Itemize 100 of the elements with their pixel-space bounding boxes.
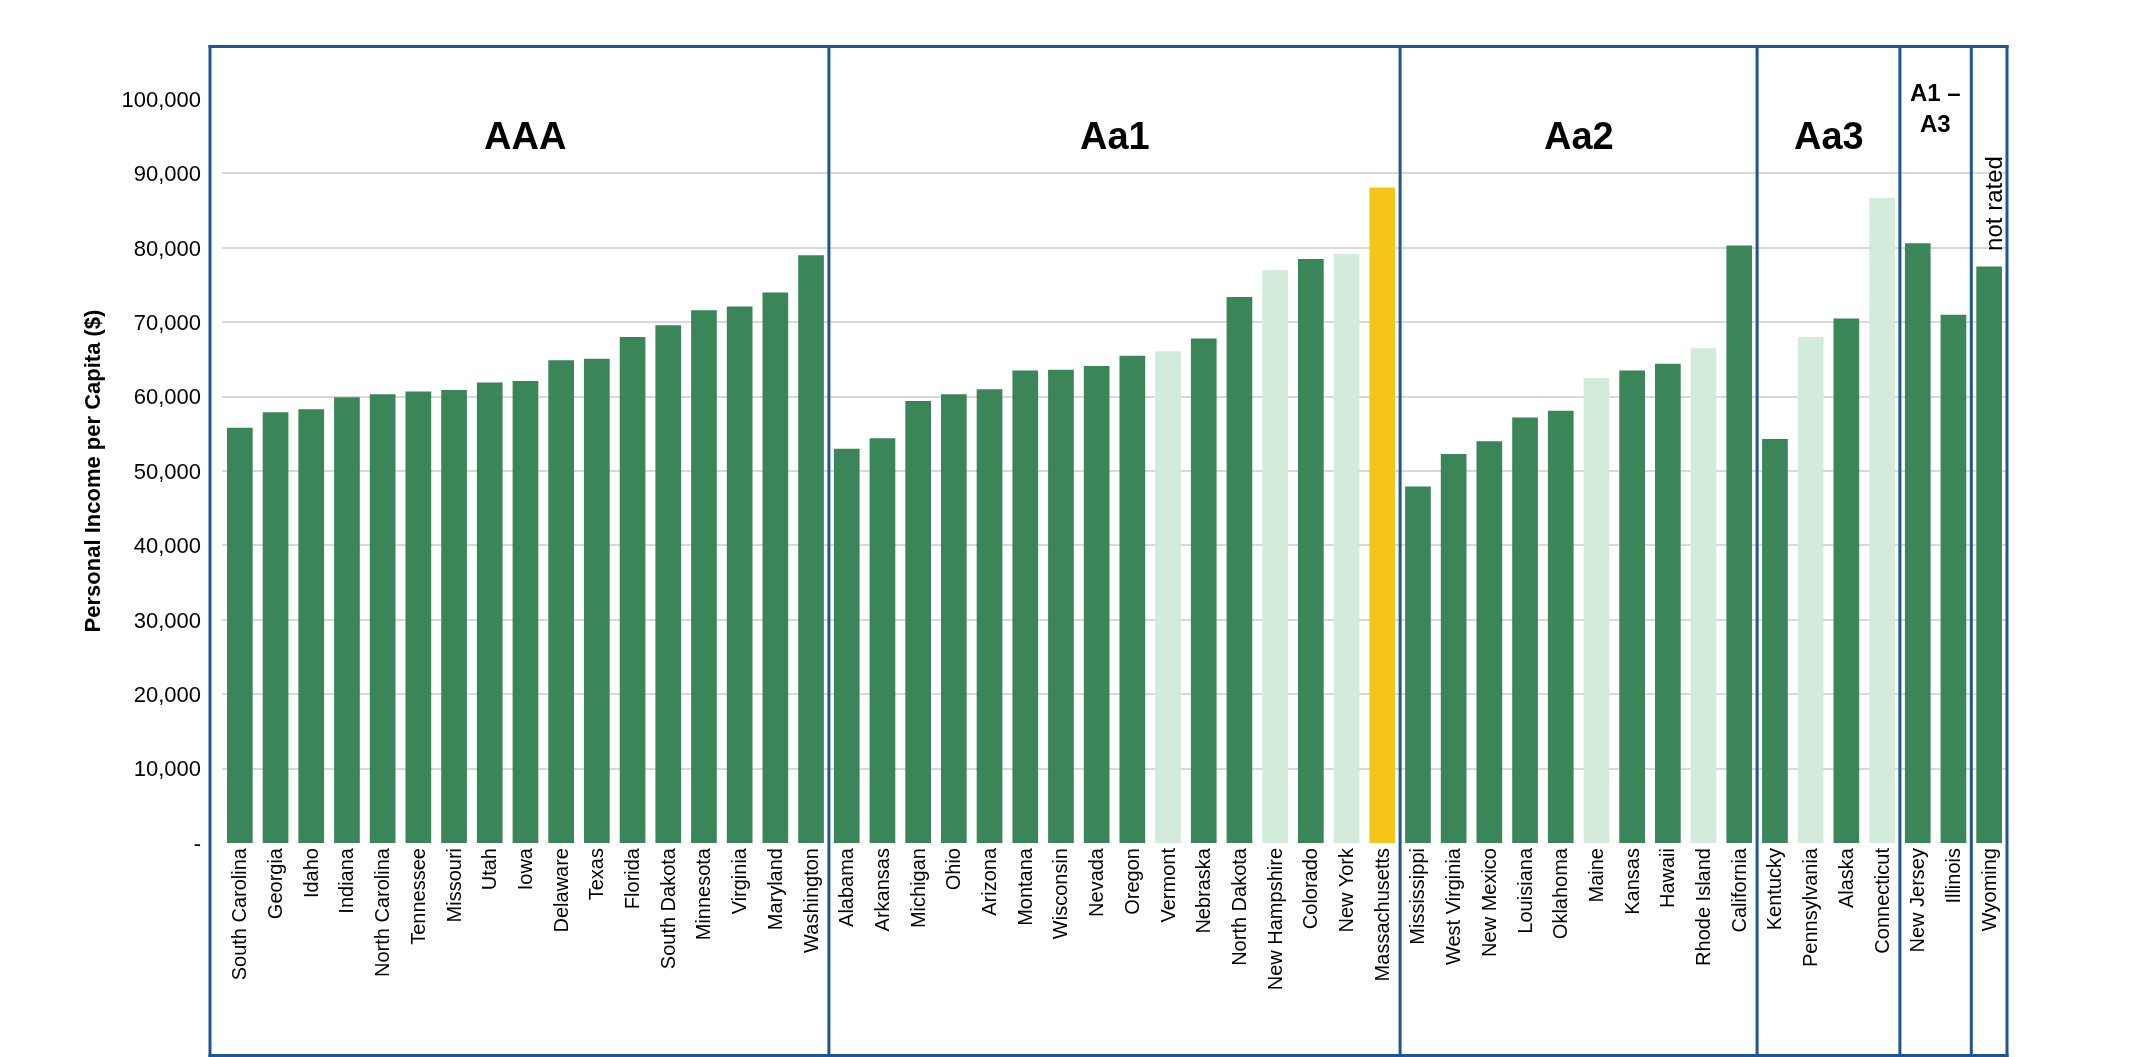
x-tick-label: Mississippi: [1406, 848, 1429, 945]
x-tick-label: Ohio: [942, 848, 965, 891]
y-tick-label: 90,000: [133, 161, 201, 187]
bar: [1333, 253, 1360, 843]
bar: [1369, 187, 1396, 843]
bar: [1512, 417, 1538, 843]
bar: [1547, 410, 1574, 843]
x-tick-label: Vermont: [1156, 847, 1179, 923]
bar: [1833, 318, 1860, 843]
annotation: not rated: [1979, 156, 2007, 251]
x-tick-label: Nevada: [1085, 847, 1108, 917]
bar: [1904, 243, 1931, 843]
bar: [1797, 337, 1824, 843]
x-tick-label: Alabama: [835, 847, 858, 927]
x-tick-label: Oklahoma: [1549, 847, 1572, 940]
bar: [584, 358, 610, 843]
y-tick-label: 30,000: [133, 607, 201, 633]
bar: [1476, 441, 1503, 843]
bar: [1619, 370, 1645, 843]
y-tick-label: 20,000: [133, 681, 201, 707]
annotation: Aa2: [1544, 115, 1614, 157]
bar: [1940, 314, 1967, 843]
bar: [1762, 439, 1788, 843]
x-tick-label: Nebraska: [1192, 847, 1215, 934]
x-tick-label: South Carolina: [228, 847, 251, 981]
x-tick-label: Connecticut: [1870, 847, 1893, 954]
bar: [298, 409, 325, 843]
x-tick-label: North Dakota: [1227, 847, 1250, 966]
x-tick-label: Delaware: [549, 848, 572, 933]
x-tick-label: Iowa: [513, 847, 536, 891]
x-tick-label: Tennessee: [406, 848, 429, 945]
x-tick-label: Oregon: [1120, 848, 1143, 915]
x-tick-label: Idaho: [299, 848, 322, 899]
bar: [441, 389, 467, 843]
x-tick-label: New Jersey: [1906, 848, 1929, 953]
bar: [976, 389, 1003, 843]
bar: [476, 382, 503, 843]
bar: [1726, 245, 1753, 843]
x-tick-label: Kentucky: [1763, 848, 1786, 931]
x-tick-label: Washington: [799, 848, 822, 953]
bar: [1298, 258, 1324, 843]
x-tick-label: Missouri: [442, 848, 465, 923]
bar: [1976, 266, 2002, 843]
bar: [1226, 296, 1253, 843]
bar: [548, 360, 574, 843]
bar: [1655, 363, 1681, 843]
bar: [1869, 197, 1895, 843]
x-tick-label: Maine: [1584, 848, 1607, 903]
x-tick-label: Colorado: [1299, 848, 1322, 930]
bar: [369, 394, 396, 843]
x-tick-label: Georgia: [264, 847, 287, 920]
x-tick-label: South Dakota: [656, 847, 679, 970]
x-tick-label: New York: [1335, 847, 1358, 933]
x-tick-label: Maryland: [763, 848, 786, 931]
bar: [1440, 453, 1467, 843]
bar: [334, 397, 360, 843]
x-tick-label: Hawaii: [1656, 848, 1679, 909]
bar: [905, 401, 931, 843]
bar: [762, 292, 789, 843]
x-tick-label: Arizona: [978, 847, 1001, 916]
x-tick-label: Virginia: [728, 847, 751, 915]
y-tick-label: 100,000: [121, 86, 201, 112]
y-tick-label: -: [193, 830, 201, 856]
x-tick-label: Indiana: [335, 847, 358, 914]
bar: [869, 438, 896, 843]
x-tick-label: New Hampshire: [1263, 848, 1286, 991]
y-tick-label: 50,000: [133, 458, 201, 484]
x-tick-label: Rhode Island: [1692, 848, 1715, 966]
y-tick-label: 10,000: [133, 756, 201, 782]
annotation: Aa1: [1080, 115, 1150, 157]
x-tick-label: Utah: [478, 848, 501, 891]
bar: [1690, 348, 1717, 843]
bar: [619, 337, 646, 843]
x-tick-label: Kansas: [1620, 848, 1643, 915]
y-tick-label: 60,000: [133, 384, 201, 410]
x-tick-label: Pennsylvania: [1799, 847, 1822, 967]
x-tick-label: California: [1727, 847, 1750, 933]
bar: [1119, 355, 1146, 843]
bar: [833, 448, 860, 843]
bar: [1583, 378, 1610, 843]
bar: [1155, 351, 1181, 843]
y-tick-label: 80,000: [133, 235, 201, 261]
annotation: Aa3: [1794, 115, 1864, 157]
x-tick-label: Minnesota: [692, 847, 715, 941]
x-tick-label: Massachusetts: [1370, 848, 1393, 982]
bar: [1012, 370, 1039, 843]
bar: [798, 255, 824, 843]
x-tick-label: Arkansas: [870, 848, 893, 932]
bar: [1405, 486, 1431, 843]
x-tick-label: West Virginia: [1442, 847, 1465, 966]
bar: [1190, 338, 1217, 843]
bar: [941, 394, 967, 843]
x-tick-label: Alaska: [1834, 847, 1857, 909]
bar: [1262, 270, 1288, 843]
x-tick-label: Florida: [621, 847, 644, 910]
bar: [655, 325, 682, 843]
x-tick-label: Illinois: [1941, 848, 1964, 904]
x-tick-label: Montana: [1013, 847, 1036, 926]
bar: [1083, 366, 1110, 843]
x-tick-label: North Carolina: [371, 847, 394, 977]
